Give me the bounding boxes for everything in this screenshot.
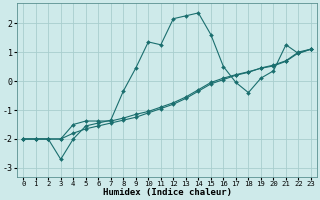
X-axis label: Humidex (Indice chaleur): Humidex (Indice chaleur) <box>103 188 232 197</box>
